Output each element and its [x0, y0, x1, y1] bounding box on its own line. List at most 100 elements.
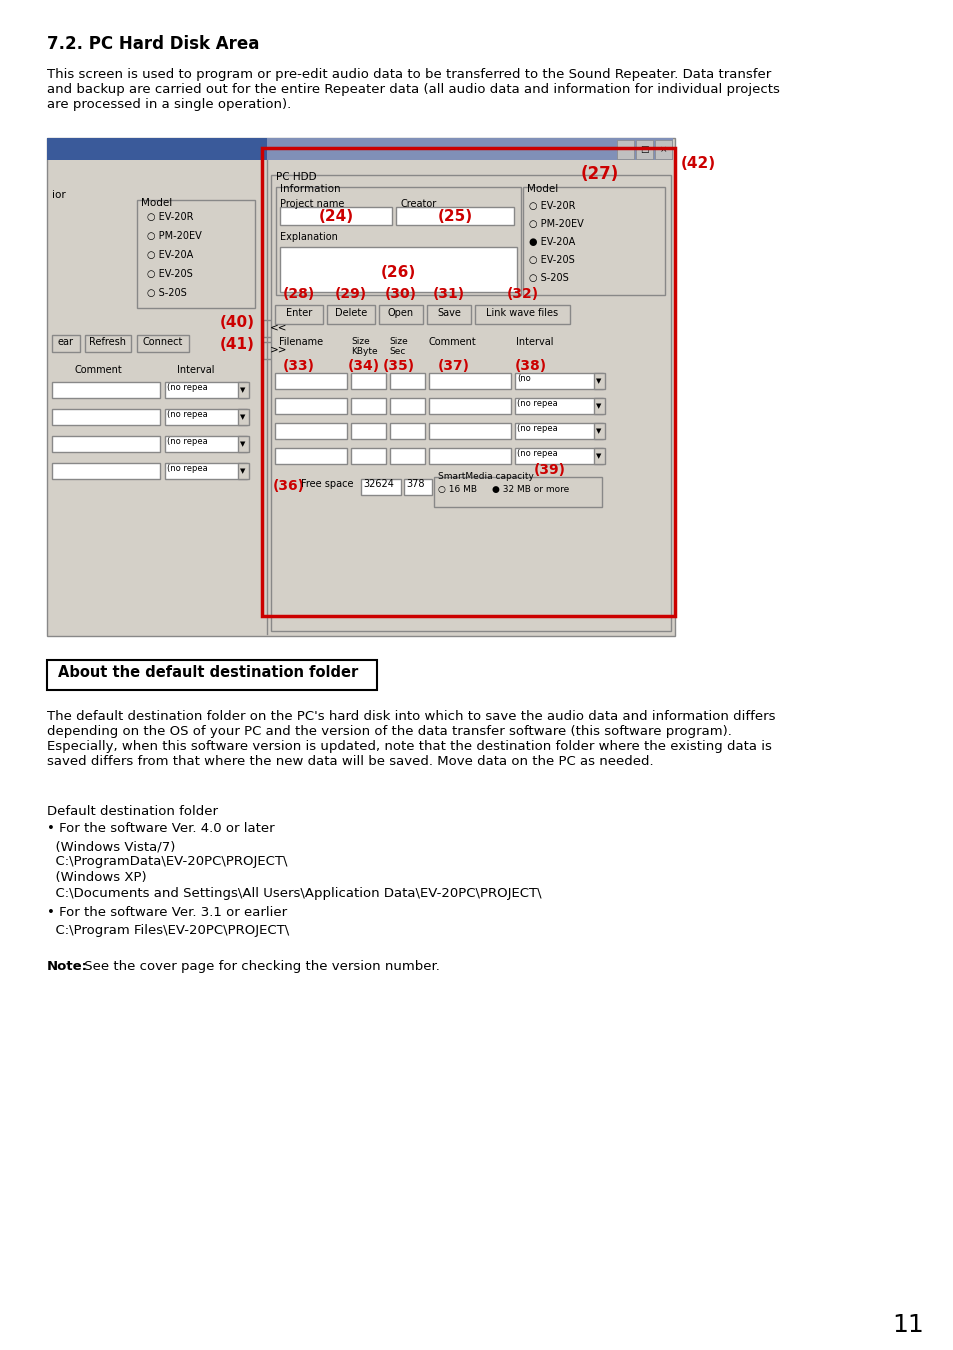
Text: (24): (24) [318, 209, 354, 224]
Bar [237, 409, 249, 425]
Bar [274, 305, 323, 324]
Text: Delete: Delete [335, 308, 367, 319]
Text: (no repea: (no repea [517, 424, 558, 433]
Text: ○ PM-20EV: ○ PM-20EV [147, 231, 201, 242]
Text: See the cover page for checking the version number.: See the cover page for checking the vers… [80, 960, 439, 973]
Text: <<: << [270, 323, 288, 332]
Bar [351, 373, 386, 389]
Text: Interval: Interval [516, 338, 553, 347]
Text: (32): (32) [506, 288, 538, 301]
Bar [263, 342, 294, 359]
Text: (no: (no [517, 374, 530, 383]
Bar [390, 448, 424, 464]
Text: Note:: Note: [47, 960, 88, 973]
Bar [594, 423, 604, 439]
Text: • For the software Ver. 4.0 or later: • For the software Ver. 4.0 or later [47, 822, 274, 836]
Bar [427, 305, 471, 324]
Bar [262, 148, 675, 616]
Bar [165, 382, 247, 398]
Bar [237, 382, 249, 398]
Text: Size
KByte: Size KByte [351, 338, 377, 356]
Text: (34): (34) [348, 359, 379, 373]
Bar [274, 448, 347, 464]
Bar [85, 335, 131, 352]
Bar [594, 373, 604, 389]
Text: (no repea: (no repea [167, 464, 208, 472]
Bar [390, 423, 424, 439]
Bar [274, 423, 347, 439]
Text: Save: Save [436, 308, 460, 319]
Text: Information: Information [280, 184, 340, 194]
Text: (33): (33) [283, 359, 314, 373]
Bar [390, 373, 424, 389]
Bar [395, 207, 514, 225]
Text: (no repea: (no repea [167, 437, 208, 446]
Text: 7.2. PC Hard Disk Area: 7.2. PC Hard Disk Area [47, 35, 259, 53]
Text: ▼: ▼ [596, 378, 601, 383]
Text: (28): (28) [283, 288, 314, 301]
Bar [137, 335, 189, 352]
Bar [434, 477, 601, 508]
Text: The default destination folder on the PC's hard disk into which to save the audi: The default destination folder on the PC… [47, 710, 775, 768]
Bar [636, 140, 652, 159]
Bar [237, 463, 249, 479]
Bar [280, 207, 392, 225]
Bar [47, 138, 267, 161]
Text: (26): (26) [380, 265, 416, 279]
Text: (29): (29) [335, 288, 367, 301]
Text: (38): (38) [515, 359, 546, 373]
Text: ▼: ▼ [240, 441, 246, 447]
Text: 32624: 32624 [363, 479, 394, 489]
Bar [267, 138, 672, 161]
Bar [52, 382, 160, 398]
Bar [165, 463, 247, 479]
Bar [515, 423, 602, 439]
Text: ● EV-20A: ● EV-20A [529, 238, 575, 247]
Bar [594, 448, 604, 464]
Text: Open: Open [388, 308, 414, 319]
Text: Connect: Connect [143, 338, 183, 347]
Text: Explanation: Explanation [280, 232, 337, 242]
Bar [429, 398, 511, 414]
Text: PC HDD: PC HDD [275, 171, 316, 182]
Text: About the default destination folder: About the default destination folder [58, 666, 358, 680]
Text: ○ EV-20A: ○ EV-20A [147, 250, 193, 261]
Text: ×: × [659, 144, 666, 154]
Text: (27): (27) [580, 165, 618, 184]
Bar [52, 463, 160, 479]
Bar [655, 140, 671, 159]
Bar [165, 409, 247, 425]
Text: C:\Documents and Settings\All Users\Application Data\EV-20PC\PROJECT\: C:\Documents and Settings\All Users\Appl… [47, 887, 541, 899]
Text: Comment: Comment [429, 338, 476, 347]
Text: Model: Model [526, 184, 558, 194]
Bar [271, 176, 670, 630]
Text: □: □ [639, 144, 648, 154]
Text: (25): (25) [437, 209, 472, 224]
Text: >>: >> [270, 344, 288, 354]
Bar [52, 436, 160, 452]
Text: (37): (37) [437, 359, 470, 373]
Bar [360, 479, 400, 495]
Text: Comment: Comment [75, 364, 123, 375]
Text: ○ S-20S: ○ S-20S [529, 273, 568, 284]
Text: (Windows XP): (Windows XP) [47, 871, 147, 884]
Bar [429, 373, 511, 389]
Text: Filename: Filename [278, 338, 323, 347]
Bar [237, 436, 249, 452]
Text: -: - [623, 144, 626, 154]
Text: (no repea: (no repea [517, 400, 558, 408]
Text: 11: 11 [891, 1314, 923, 1336]
Text: ○ EV-20R: ○ EV-20R [529, 201, 575, 211]
Bar [274, 398, 347, 414]
Bar [351, 398, 386, 414]
Text: C:\ProgramData\EV-20PC\PROJECT\: C:\ProgramData\EV-20PC\PROJECT\ [47, 856, 287, 868]
Bar [49, 161, 267, 634]
Text: (30): (30) [385, 288, 416, 301]
Bar [378, 305, 422, 324]
Bar [165, 436, 247, 452]
Text: (no repea: (no repea [517, 450, 558, 458]
Text: Creator: Creator [400, 198, 436, 209]
Text: (35): (35) [382, 359, 415, 373]
Text: (no repea: (no repea [167, 383, 208, 392]
Text: ○ EV-20S: ○ EV-20S [147, 269, 193, 279]
